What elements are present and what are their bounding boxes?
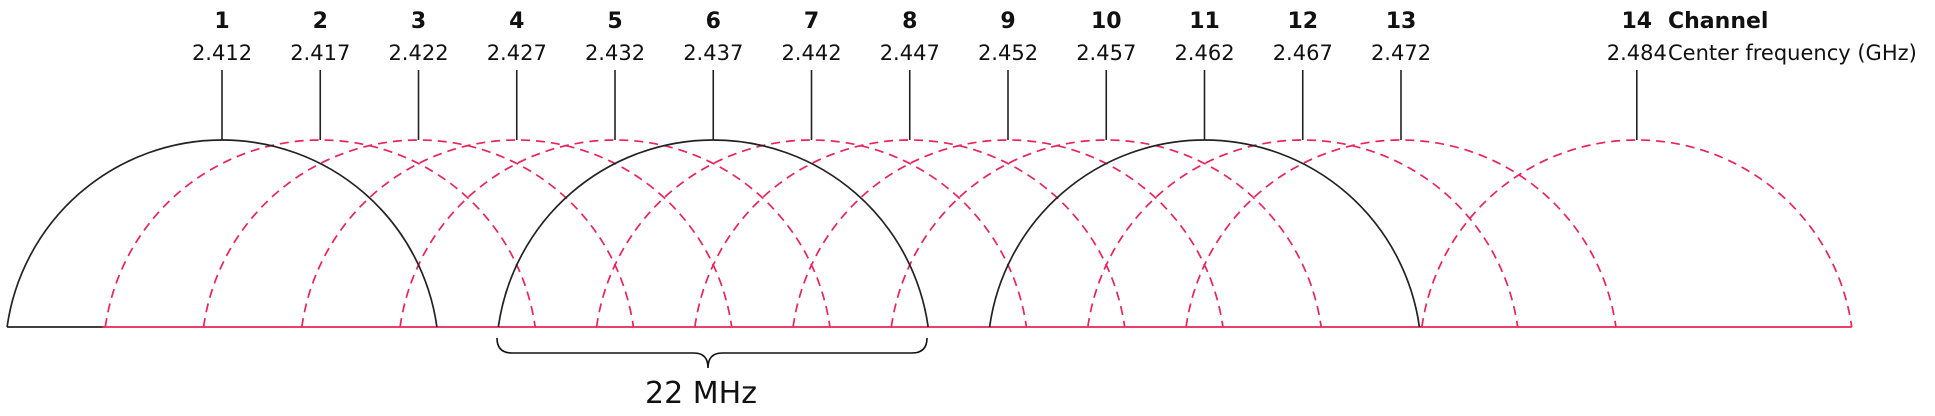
channel-3-arc [202, 139, 635, 328]
channel-8-frequency: 2.447 [880, 41, 940, 65]
channel-14-frequency: 2.484 [1607, 41, 1667, 65]
channel-9-number: 9 [1000, 9, 1015, 34]
channel-7-number: 7 [804, 9, 819, 34]
legend-frequency-label: Center frequency (GHz) [1668, 41, 1917, 65]
channel-4-arc [300, 139, 733, 328]
channel-12-number: 12 [1287, 9, 1318, 34]
channel-12-frequency: 2.467 [1273, 41, 1333, 65]
channel-7-arc [595, 139, 1028, 328]
channel-10-number: 10 [1091, 9, 1122, 34]
legend-channel-label: Channel [1668, 9, 1768, 34]
channel-10-frequency: 2.457 [1076, 41, 1136, 65]
channel-3-number: 3 [411, 9, 426, 34]
channel-2-frequency: 2.417 [290, 41, 350, 65]
channel-7-frequency: 2.442 [781, 41, 841, 65]
channel-9-arc [792, 139, 1224, 328]
channel-13-frequency: 2.472 [1371, 41, 1431, 65]
channel-10-arc [890, 139, 1323, 328]
channel-1-arc [6, 139, 438, 328]
channel-5-number: 5 [607, 9, 622, 34]
channel-8-arc [693, 139, 1126, 328]
channel-13-number: 13 [1386, 9, 1417, 34]
channel-2-arc [104, 139, 537, 328]
channel-4-number: 4 [509, 9, 524, 34]
channel-6-arc [497, 139, 930, 328]
channel-11-frequency: 2.462 [1174, 41, 1234, 65]
channel-3-frequency: 2.422 [388, 41, 448, 65]
channel-labels: 1 2.412 2 2.417 3 2.422 4 2.427 5 2.432 6 2.437 7 2.4… [192, 9, 1667, 140]
channel-5-frequency: 2.432 [585, 41, 645, 65]
channel-13-arc [1185, 139, 1617, 328]
channel-1-number: 1 [214, 9, 229, 34]
channel-14-number: 14 [1621, 9, 1652, 34]
channel-11-number: 11 [1189, 9, 1220, 34]
bandwidth-label: 22 MHz [645, 376, 757, 411]
channel-6-number: 6 [706, 9, 721, 34]
channel-8-number: 8 [902, 9, 917, 34]
channel-5-arc [399, 139, 831, 328]
channel-2-number: 2 [313, 9, 328, 34]
bandwidth-brace [496, 337, 928, 369]
channel-12-arc [1086, 139, 1519, 328]
channel-9-frequency: 2.452 [978, 41, 1038, 65]
channel-arcs [6, 139, 1853, 328]
channel-6-frequency: 2.437 [683, 41, 743, 65]
channel-11-arc [988, 139, 1421, 328]
channel-1-frequency: 2.412 [192, 41, 252, 65]
channel-14-arc [1421, 139, 1853, 328]
channel-4-frequency: 2.427 [487, 41, 547, 65]
